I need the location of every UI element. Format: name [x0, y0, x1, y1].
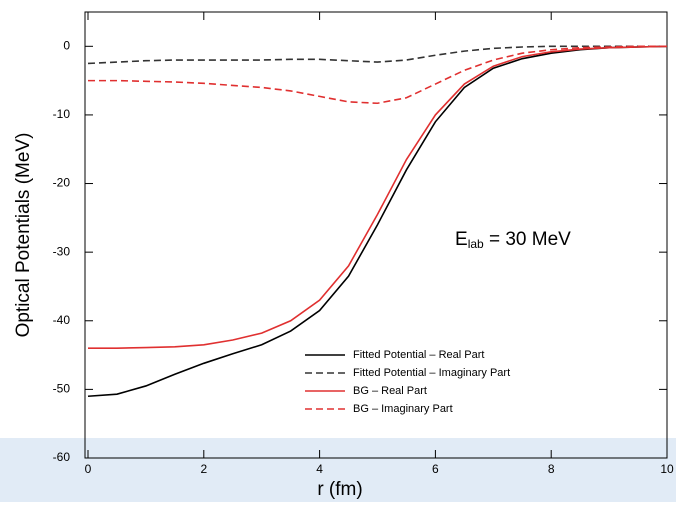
bottom-band [0, 438, 676, 502]
annotation-base: E [455, 229, 468, 250]
x-tick-label: 4 [316, 462, 323, 476]
y-tick-label: 0 [63, 38, 70, 52]
x-tick-label: 8 [548, 462, 555, 476]
annotation-rest: = 30 MeV [484, 229, 571, 250]
x-tick-label: 0 [85, 462, 92, 476]
annotation-sub: lab [468, 237, 484, 251]
x-tick-label: 10 [660, 462, 674, 476]
y-tick-label: -10 [53, 107, 71, 121]
y-axis-label: Optical Potentials (MeV) [13, 133, 34, 338]
series-line [87, 45, 668, 398]
x-tick-label: 2 [200, 462, 207, 476]
series-line [88, 45, 668, 350]
y-tick-label: -50 [53, 382, 71, 396]
x-tick-label: 6 [432, 462, 439, 476]
legend-label: Fitted Potential – Imaginary Part [353, 367, 510, 379]
legend-label: BG – Imaginary Part [353, 403, 453, 415]
legend-label: Fitted Potential – Real Part [353, 349, 484, 361]
y-tick-label: -60 [53, 450, 71, 464]
annotation: Elab = 30 MeV [455, 229, 571, 251]
y-tick-label: -40 [53, 313, 71, 327]
x-axis-label: r (fm) [317, 479, 362, 500]
series-line [88, 45, 667, 105]
y-tick-label: -20 [53, 176, 71, 190]
y-tick-label: -30 [53, 244, 71, 258]
series-line [87, 45, 667, 65]
legend-label: BG – Real Part [353, 385, 427, 397]
plot-frame [84, 11, 668, 459]
